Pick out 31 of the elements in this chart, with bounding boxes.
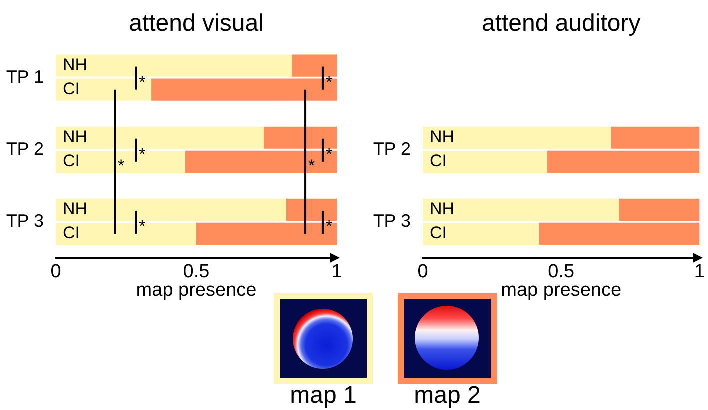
y-tick-label: NH [63,56,88,74]
y-tick-label: CI [430,224,447,243]
text: map 1 [290,382,357,409]
y-tick-label: NH [430,200,455,219]
annotation: * [139,72,146,92]
y-tick-label: NH [63,128,88,147]
x-tick-label: 1 [332,262,342,283]
x-tick-label: 0 [418,262,428,283]
annotation: * [326,216,333,236]
y-tick-label: CI [63,80,80,99]
text: TP 2 [6,138,44,159]
text: TP 3 [6,210,44,231]
text: TP 3 [373,210,411,231]
y-tick-label: CI [63,152,80,171]
annotation: * [118,156,126,176]
annotation: * [139,216,146,236]
x-tick-label: 0 [50,262,62,283]
y-tick-label: NH [430,128,455,147]
text: map 2 [414,382,481,409]
text: TP 2 [373,138,411,159]
text: TP 1 [6,66,44,87]
x-tick-label: 1 [694,262,706,283]
chart-title: attend visual [129,10,264,38]
annotation: * [326,72,333,92]
annotation: * [139,144,146,164]
chart-title: attend auditory [482,10,641,38]
y-tick-label: CI [63,224,80,243]
y-tick-label: NH [63,200,88,219]
y-tick-label: CI [430,152,447,171]
annotation: * [308,156,316,176]
annotation: * [326,144,333,164]
